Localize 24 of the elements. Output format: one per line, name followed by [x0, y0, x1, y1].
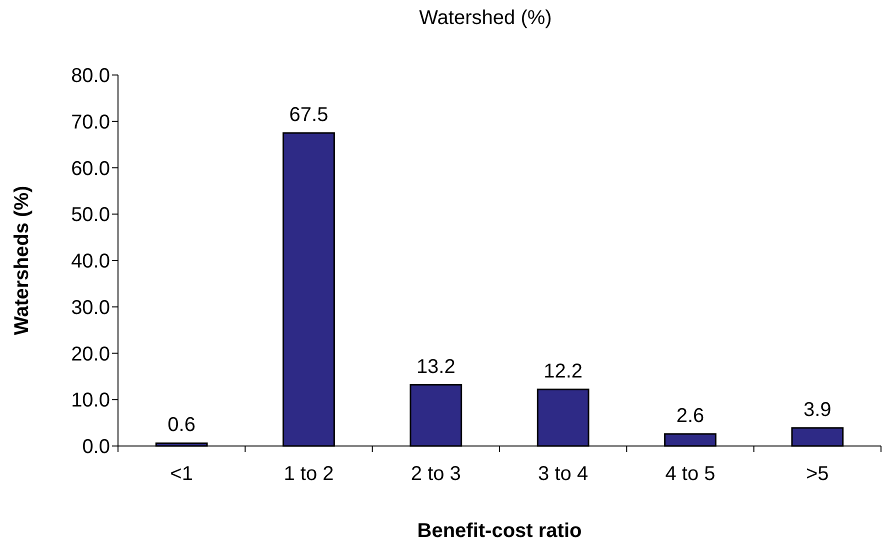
- x-tick-label: 1 to 2: [284, 463, 334, 485]
- x-tick-label: 4 to 5: [665, 463, 716, 485]
- y-tick-label: 60.0: [71, 158, 110, 180]
- y-tick-label: 40.0: [71, 250, 110, 272]
- data-label: 13.2: [416, 356, 456, 378]
- data-label: 12.2: [544, 360, 583, 382]
- x-tick-label: 2 to 3: [410, 463, 461, 485]
- data-label: 0.6: [168, 414, 196, 436]
- data-label: 3.9: [804, 398, 832, 421]
- y-tick-label: 0.0: [82, 436, 110, 458]
- y-tick-label: 70.0: [71, 111, 110, 134]
- y-tick-label: 10.0: [71, 390, 110, 412]
- y-tick-label: 30.0: [71, 296, 110, 319]
- y-tick-label: 50.0: [71, 204, 110, 226]
- x-tick-label: 3 to 4: [538, 463, 588, 485]
- y-tick-label: 80.0: [71, 65, 110, 87]
- y-axis-title: Watersheds (%): [11, 186, 33, 336]
- data-label: 67.5: [289, 104, 328, 126]
- x-axis-title: Benefit-cost ratio: [417, 520, 582, 542]
- y-tick-label: 20.0: [71, 343, 110, 366]
- data-label: 2.6: [676, 404, 704, 427]
- x-tick-label: <1: [170, 463, 193, 485]
- x-tick-label: >5: [806, 463, 829, 485]
- chart-title: Watershed (%): [419, 7, 552, 29]
